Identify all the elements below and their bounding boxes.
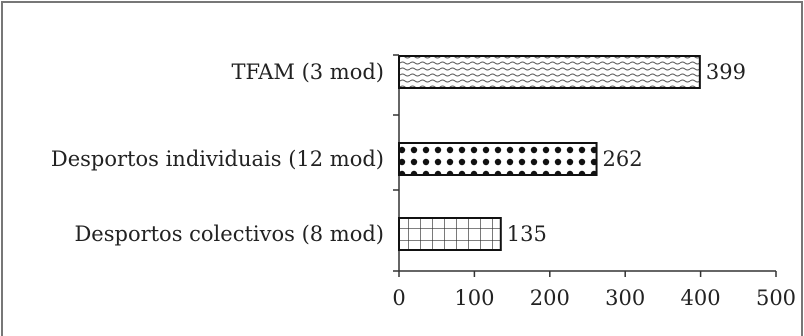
x-tick-label-6: 500 — [756, 286, 796, 310]
category-label-2: Desportos individuais (12 mod) — [51, 147, 384, 171]
category-label-3: Desportos colectivos (8 mod) — [74, 222, 384, 246]
x-tick-label-2: 100 — [454, 286, 494, 310]
value-label-3: 135 — [507, 222, 547, 246]
value-label-1: 399 — [706, 60, 746, 84]
bar-3 — [398, 217, 502, 251]
x-tick-label-1: 0 — [392, 286, 405, 310]
x-tick-label-4: 300 — [605, 286, 645, 310]
x-ticks-group: 0 100 200 300 400 500 — [392, 271, 796, 310]
bars-group — [398, 55, 701, 251]
category-labels-group: TFAM (3 mod) Desportos individuais (12 mo… — [51, 60, 384, 246]
bar-1 — [398, 55, 701, 89]
value-labels-group: 399 262 135 — [507, 60, 746, 246]
bar-2 — [398, 142, 598, 176]
value-label-2: 262 — [603, 147, 643, 171]
category-label-1: TFAM (3 mod) — [231, 60, 384, 84]
y-category-ticks-group — [393, 54, 399, 272]
x-tick-label-3: 200 — [530, 286, 570, 310]
x-tick-label-5: 400 — [681, 286, 721, 310]
